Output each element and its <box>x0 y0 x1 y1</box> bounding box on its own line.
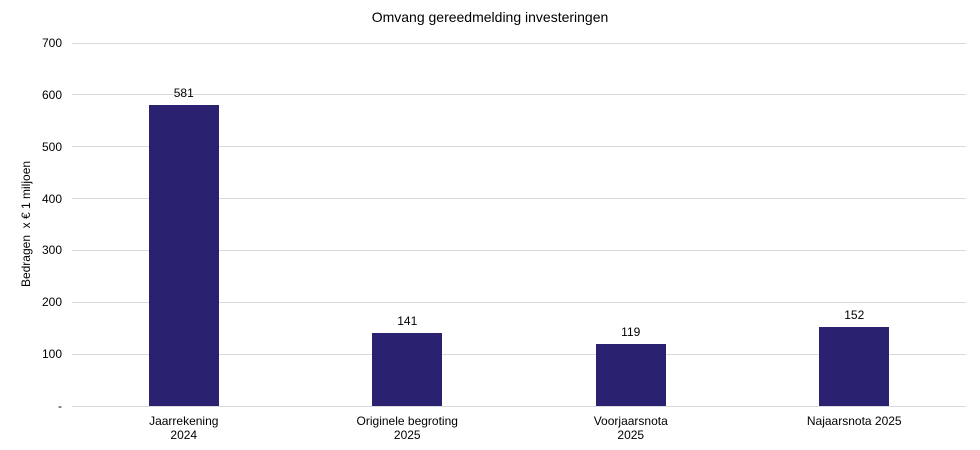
x-axis-category-label: Jaarrekening 2024 <box>149 414 219 442</box>
gridline <box>72 301 966 303</box>
x-axis-category-label: Voorjaarsnota 2025 <box>593 414 668 442</box>
gridline <box>72 198 966 200</box>
bar <box>148 104 219 406</box>
gridline <box>72 405 966 407</box>
gridline <box>72 353 966 355</box>
gridline <box>72 94 966 96</box>
bar <box>595 344 666 406</box>
bar-value-label: 141 <box>397 313 418 328</box>
bar <box>372 332 443 406</box>
x-axis-category-label: Najaarsnota 2025 <box>806 414 902 428</box>
y-tick-label: - <box>58 399 62 413</box>
y-tick-label: 600 <box>41 87 62 102</box>
y-tick-label: 200 <box>41 295 62 310</box>
x-axis-category-label: Originele begroting 2025 <box>356 414 458 442</box>
y-tick-label: 500 <box>41 139 62 154</box>
y-tick-label: 400 <box>41 191 62 206</box>
gridline <box>72 42 966 44</box>
plot-area: 581 141 119 152 <box>72 42 966 407</box>
y-axis-label: Bedragen x € 1 miljoen <box>19 160 33 288</box>
y-tick-label: 100 <box>41 347 62 362</box>
bar-value-label: 581 <box>173 85 194 100</box>
chart-title: Omvang gereedmelding investeringen <box>371 9 609 25</box>
bar-value-label: 152 <box>844 308 865 323</box>
gridline <box>72 146 966 148</box>
y-tick-label: 300 <box>41 243 62 258</box>
gridline <box>72 249 966 251</box>
bar <box>819 327 890 406</box>
bar-value-label: 119 <box>621 325 641 340</box>
y-tick-label: 700 <box>41 36 62 50</box>
